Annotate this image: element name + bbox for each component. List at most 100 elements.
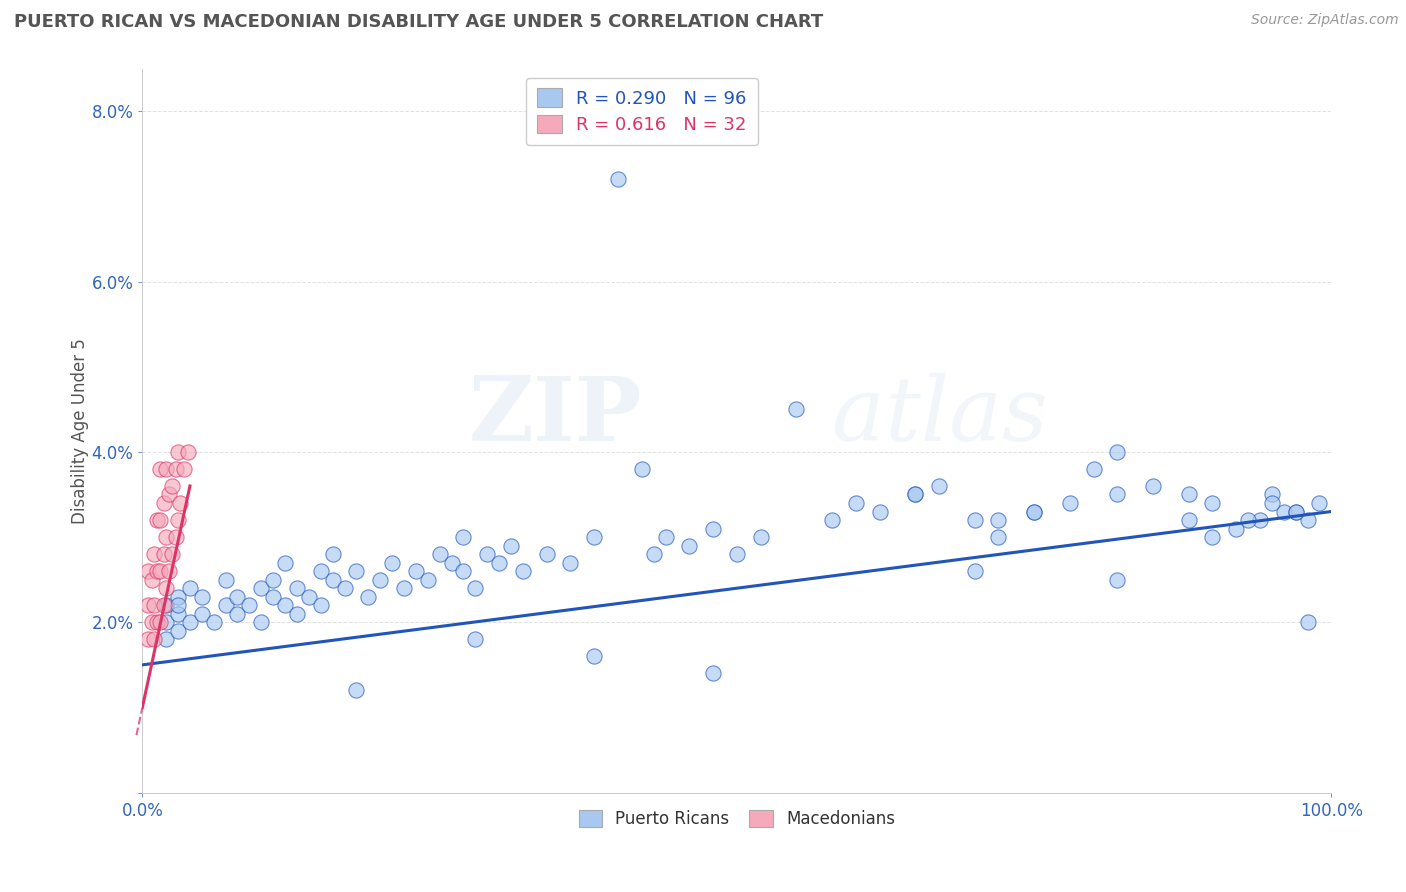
Point: [1024, 504, 1046, 518]
Point: [143, 632, 166, 647]
Point: [630, 462, 652, 476]
Point: [453, 530, 475, 544]
Point: [214, 573, 236, 587]
Point: [226, 607, 249, 621]
Point: [987, 530, 1010, 544]
Point: [145, 513, 167, 527]
Point: [1083, 462, 1105, 476]
Point: [152, 547, 174, 561]
Point: [155, 599, 177, 613]
Point: [904, 487, 927, 501]
Point: [309, 564, 332, 578]
Point: [152, 599, 174, 613]
Point: [702, 522, 724, 536]
Point: [1059, 496, 1081, 510]
Point: [149, 564, 172, 578]
Point: [274, 556, 297, 570]
Point: [560, 556, 582, 570]
Point: [1285, 504, 1308, 518]
Point: [583, 530, 606, 544]
Point: [512, 564, 534, 578]
Point: [169, 496, 191, 510]
Text: PUERTO RICAN VS MACEDONIAN DISABILITY AGE UNDER 5 CORRELATION CHART: PUERTO RICAN VS MACEDONIAN DISABILITY AG…: [14, 13, 824, 31]
Point: [167, 513, 190, 527]
Point: [1249, 513, 1271, 527]
Point: [238, 599, 260, 613]
Point: [155, 530, 177, 544]
Point: [429, 547, 451, 561]
Point: [157, 564, 180, 578]
Point: [963, 513, 986, 527]
Point: [1237, 513, 1260, 527]
Point: [149, 513, 172, 527]
Point: [1142, 479, 1164, 493]
Point: [167, 624, 190, 638]
Point: [678, 539, 700, 553]
Point: [145, 615, 167, 630]
Point: [250, 581, 273, 595]
Point: [1296, 615, 1319, 630]
Point: [165, 462, 187, 476]
Point: [1177, 487, 1199, 501]
Point: [173, 462, 195, 476]
Point: [785, 402, 807, 417]
Point: [167, 599, 190, 613]
Point: [654, 530, 676, 544]
Point: [368, 573, 391, 587]
Point: [141, 615, 163, 630]
Point: [607, 172, 630, 186]
Point: [702, 666, 724, 681]
Point: [179, 615, 201, 630]
Point: [298, 590, 321, 604]
Point: [928, 479, 950, 493]
Point: [274, 599, 297, 613]
Point: [136, 564, 159, 578]
Point: [643, 547, 665, 561]
Point: [344, 564, 367, 578]
Point: [141, 573, 163, 587]
Point: [191, 590, 214, 604]
Point: [179, 581, 201, 595]
Point: [725, 547, 748, 561]
Point: [136, 632, 159, 647]
Point: [1201, 496, 1223, 510]
Point: [202, 615, 225, 630]
Point: [152, 496, 174, 510]
Point: [1225, 522, 1247, 536]
Point: [845, 496, 868, 510]
Point: [1261, 496, 1284, 510]
Point: [1285, 504, 1308, 518]
Point: [904, 487, 927, 501]
Point: [1296, 513, 1319, 527]
Point: [440, 556, 463, 570]
Point: [250, 615, 273, 630]
Text: Source: ZipAtlas.com: Source: ZipAtlas.com: [1251, 13, 1399, 28]
Point: [167, 590, 190, 604]
Point: [160, 479, 183, 493]
Point: [1272, 504, 1295, 518]
Point: [987, 513, 1010, 527]
Point: [392, 581, 415, 595]
Point: [416, 573, 439, 587]
Point: [1201, 530, 1223, 544]
Point: [143, 547, 166, 561]
Point: [214, 599, 236, 613]
Point: [262, 573, 284, 587]
Point: [155, 632, 177, 647]
Point: [155, 581, 177, 595]
Point: [333, 581, 356, 595]
Point: [749, 530, 772, 544]
Point: [176, 445, 198, 459]
Point: [262, 590, 284, 604]
Point: [344, 683, 367, 698]
Point: [167, 445, 190, 459]
Point: [1107, 445, 1129, 459]
Point: [167, 607, 190, 621]
Point: [869, 504, 891, 518]
Text: atlas: atlas: [832, 373, 1047, 459]
Point: [155, 615, 177, 630]
Point: [536, 547, 558, 561]
Point: [149, 615, 172, 630]
Point: [357, 590, 380, 604]
Point: [1024, 504, 1046, 518]
